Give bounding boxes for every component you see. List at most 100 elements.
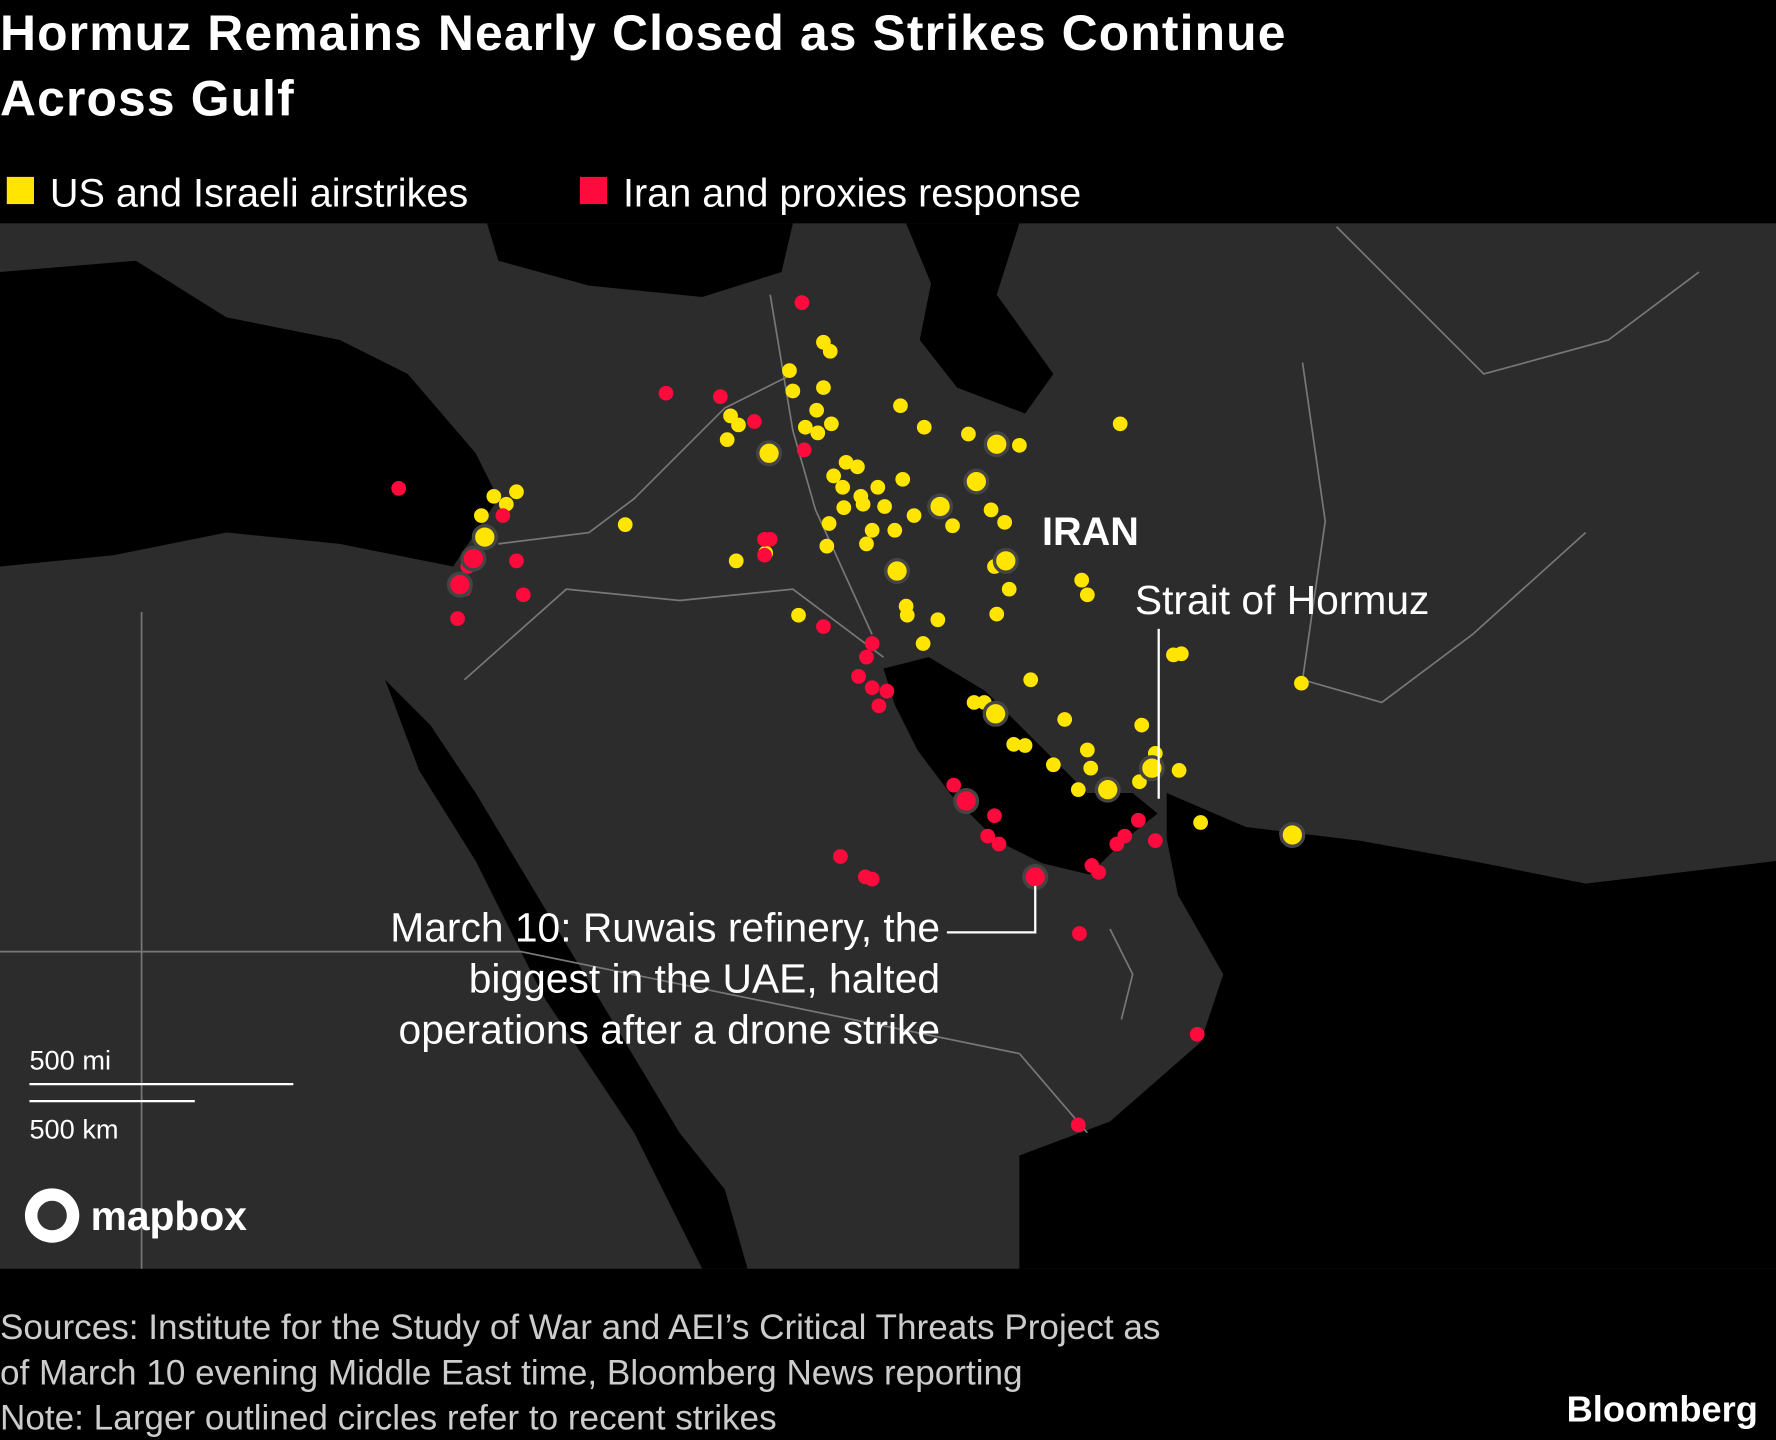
event-dot bbox=[983, 431, 1010, 458]
event-dot bbox=[509, 484, 524, 500]
legend-label: US and Israeli airstrikes bbox=[50, 171, 468, 215]
event-dot bbox=[859, 649, 874, 665]
event-dot bbox=[728, 553, 744, 569]
event-dot bbox=[887, 522, 903, 538]
event-dot bbox=[1130, 812, 1146, 828]
event-dot bbox=[1171, 763, 1187, 778]
event-dot bbox=[1017, 738, 1033, 753]
event-dot bbox=[731, 417, 746, 433]
event-dot bbox=[1189, 1026, 1205, 1042]
event-dot bbox=[821, 516, 837, 531]
title-line: Hormuz Remains Nearly Closed as Strikes … bbox=[0, 5, 1287, 61]
strait-label: Strait of Hormuz bbox=[1135, 577, 1430, 623]
event-dot bbox=[819, 538, 835, 554]
event-dot bbox=[1079, 742, 1095, 758]
event-dot bbox=[762, 531, 778, 547]
event-dot bbox=[822, 343, 838, 359]
event-dot bbox=[1006, 736, 1022, 752]
border bbox=[1335, 226, 1700, 375]
event-dot bbox=[961, 426, 976, 442]
event-dot bbox=[851, 669, 866, 684]
event-dot bbox=[850, 459, 865, 475]
event-dot bbox=[884, 558, 911, 585]
event-dot bbox=[1173, 646, 1189, 662]
event-dot bbox=[1057, 712, 1073, 727]
event-dot bbox=[509, 553, 524, 569]
event-dot bbox=[1193, 815, 1208, 830]
event-dot bbox=[791, 607, 806, 623]
title-line: Across Gulf bbox=[0, 71, 295, 127]
event-dot bbox=[992, 547, 1019, 574]
event-dot bbox=[836, 500, 852, 515]
event-dot bbox=[756, 440, 783, 467]
event-dot bbox=[991, 836, 1007, 852]
event-dot bbox=[1012, 437, 1027, 453]
event-dot bbox=[1091, 864, 1107, 880]
event-dot bbox=[980, 828, 996, 844]
event-dot bbox=[1079, 587, 1095, 603]
event-dot bbox=[1112, 416, 1128, 432]
annotation-line: operations after a drone strike bbox=[399, 1006, 941, 1052]
event-dot bbox=[1022, 863, 1049, 890]
mapbox-logo bbox=[37, 1200, 67, 1231]
event-dot bbox=[1147, 833, 1163, 848]
event-dot bbox=[870, 479, 886, 495]
legend-swatch bbox=[579, 176, 608, 205]
note: Note: Larger outlined circles refer to r… bbox=[0, 1399, 777, 1438]
sea bbox=[1019, 793, 1776, 1269]
sea bbox=[883, 657, 1158, 875]
border bbox=[1301, 362, 1587, 704]
border bbox=[0, 950, 1020, 1055]
event-dot bbox=[864, 871, 880, 887]
leader-line bbox=[946, 885, 1037, 934]
event-dot bbox=[895, 471, 911, 487]
event-dot bbox=[833, 849, 848, 864]
event-dot bbox=[893, 398, 908, 414]
event-dot bbox=[1072, 926, 1087, 941]
event-dot bbox=[864, 522, 880, 538]
legend-label: Iran and proxies response bbox=[623, 171, 1081, 215]
event-dot bbox=[746, 414, 762, 429]
event-dot bbox=[757, 547, 772, 563]
sea bbox=[906, 223, 1054, 414]
event-dot bbox=[498, 496, 514, 512]
event-dot bbox=[864, 680, 880, 696]
country-label: IRAN bbox=[1042, 510, 1139, 554]
event-dot bbox=[945, 518, 960, 534]
event-dot bbox=[816, 380, 831, 395]
event-dot bbox=[1132, 774, 1147, 790]
event-dot bbox=[930, 612, 946, 628]
annotation-line: March 10: Ruwais refinery, the bbox=[390, 904, 940, 950]
event-dot bbox=[916, 419, 932, 435]
event-dot bbox=[810, 425, 826, 441]
event-dot bbox=[1083, 760, 1099, 776]
event-dot bbox=[816, 619, 831, 634]
event-dot bbox=[797, 419, 813, 435]
event-dot bbox=[983, 502, 999, 518]
event-dot bbox=[391, 481, 407, 496]
annotation-line: biggest in the UAE, halted bbox=[469, 955, 940, 1001]
event-dot bbox=[989, 606, 1005, 622]
event-dot bbox=[835, 479, 851, 495]
event-dot bbox=[906, 508, 922, 523]
event-dot bbox=[782, 363, 797, 378]
sea bbox=[0, 260, 499, 567]
event-dot bbox=[826, 468, 841, 484]
event-dot bbox=[864, 636, 880, 651]
event-dot bbox=[953, 787, 980, 815]
event-dot bbox=[1023, 672, 1039, 688]
event-dot bbox=[1001, 581, 1017, 597]
event-dot bbox=[450, 611, 465, 626]
scale-label: 500 mi bbox=[29, 1044, 111, 1075]
event-dot bbox=[474, 508, 489, 523]
event-dot bbox=[1134, 717, 1150, 733]
event-dot bbox=[809, 402, 825, 418]
border bbox=[1109, 928, 1134, 1020]
event-dot bbox=[713, 389, 728, 404]
event-dot bbox=[495, 508, 511, 523]
event-dot bbox=[486, 488, 502, 504]
events bbox=[391, 295, 1309, 1133]
event-dot bbox=[515, 587, 531, 603]
event-dot bbox=[838, 454, 854, 470]
event-dot bbox=[1279, 821, 1306, 848]
